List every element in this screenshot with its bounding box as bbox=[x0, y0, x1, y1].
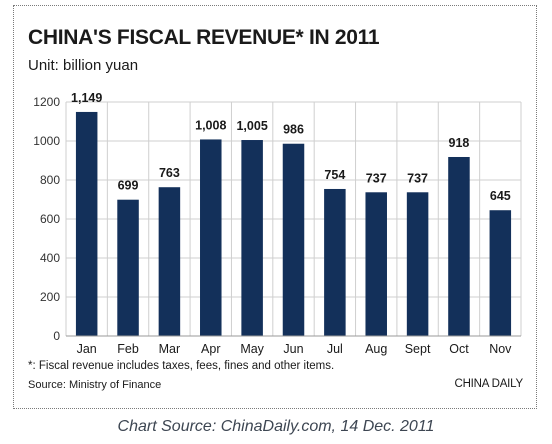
data-label: 754 bbox=[324, 168, 345, 182]
bar bbox=[282, 143, 305, 336]
data-label: 763 bbox=[159, 166, 180, 180]
chart-title: CHINA'S FISCAL REVENUE* IN 2011 bbox=[28, 26, 380, 49]
data-label: 737 bbox=[407, 171, 428, 185]
y-tick-label: 800 bbox=[40, 173, 60, 187]
bar bbox=[200, 139, 222, 336]
bar bbox=[324, 188, 346, 336]
bar bbox=[365, 192, 387, 336]
x-tick-label: May bbox=[240, 342, 264, 356]
y-tick-label: 400 bbox=[40, 251, 60, 265]
data-label: 737 bbox=[366, 171, 387, 185]
data-label: 918 bbox=[449, 136, 470, 150]
x-tick-label: Aug bbox=[365, 342, 387, 356]
x-tick-label: Sept bbox=[405, 342, 431, 356]
chart-caption: Chart Source: ChinaDaily.com, 14 Dec. 20… bbox=[117, 418, 435, 435]
x-tick-label: Nov bbox=[489, 342, 512, 356]
data-label: 699 bbox=[118, 179, 139, 193]
source-note: Source: Ministry of Finance bbox=[28, 379, 162, 391]
data-label: 1,149 bbox=[71, 91, 102, 105]
data-label: 1,008 bbox=[195, 118, 226, 132]
bar bbox=[117, 199, 139, 336]
x-tick-label: Oct bbox=[449, 342, 469, 356]
bar bbox=[448, 156, 470, 336]
brand-label: CHINA DAILY bbox=[454, 378, 523, 390]
y-tick-label: 1000 bbox=[33, 134, 60, 148]
data-label: 645 bbox=[490, 189, 511, 203]
y-tick-label: 600 bbox=[40, 212, 60, 226]
x-tick-label: Feb bbox=[117, 342, 139, 356]
y-tick-label: 200 bbox=[40, 290, 60, 304]
bar bbox=[75, 111, 98, 336]
x-tick-label: Mar bbox=[159, 342, 181, 356]
y-tick-label: 0 bbox=[53, 329, 60, 343]
bar bbox=[406, 192, 429, 336]
bar bbox=[158, 187, 181, 336]
x-tick-label: Jan bbox=[77, 342, 97, 356]
chart-subtitle: Unit: billion yuan bbox=[28, 57, 139, 74]
bar bbox=[489, 210, 512, 336]
footnote: *: Fiscal revenue includes taxes, fees, … bbox=[28, 360, 335, 372]
data-label: 986 bbox=[283, 123, 304, 137]
x-tick-label: Apr bbox=[201, 342, 220, 356]
x-tick-label: Jun bbox=[283, 342, 303, 356]
bar bbox=[241, 140, 263, 336]
y-tick-label: 1200 bbox=[33, 95, 60, 109]
x-tick-label: Jul bbox=[327, 342, 343, 356]
data-label: 1,005 bbox=[236, 119, 267, 133]
